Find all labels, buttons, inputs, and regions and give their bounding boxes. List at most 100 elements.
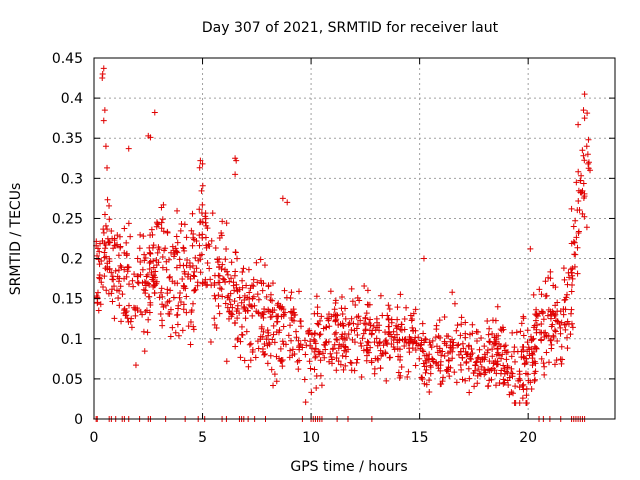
data-point [558, 343, 565, 350]
data-point [316, 351, 323, 358]
data-point [123, 273, 130, 280]
data-point [211, 321, 218, 328]
data-point [286, 354, 293, 361]
data-point [98, 279, 105, 286]
data-point [179, 327, 186, 334]
data-point [573, 234, 580, 241]
data-point [259, 345, 266, 352]
data-point [333, 336, 340, 343]
y-tick-label: 0.3 [61, 171, 83, 187]
data-point [445, 368, 452, 375]
data-point [121, 249, 128, 256]
data-point [580, 152, 587, 159]
data-point [527, 379, 534, 386]
data-point [164, 228, 171, 235]
data-point [530, 348, 537, 355]
data-point [386, 354, 393, 361]
data-point [250, 283, 257, 290]
data-point [484, 347, 491, 354]
data-point [409, 316, 416, 322]
data-point [231, 320, 238, 327]
y-tick-label: 0 [74, 412, 83, 428]
data-point [579, 147, 586, 154]
data-point [552, 317, 559, 324]
data-point [140, 328, 147, 335]
data-point [190, 323, 197, 330]
data-point [261, 351, 268, 358]
data-point [169, 324, 176, 331]
data-point [213, 325, 220, 332]
data-point [574, 244, 581, 251]
data-point [109, 298, 116, 305]
data-point [423, 381, 430, 388]
data-point [281, 287, 288, 294]
data-point [578, 189, 585, 196]
data-point [211, 272, 218, 279]
data-point [291, 312, 298, 319]
data-point [564, 281, 571, 288]
x-axis-ticks: 0 5 10 15 20 [90, 58, 537, 446]
data-point [445, 333, 452, 340]
data-point [271, 371, 278, 378]
data-point [523, 392, 530, 399]
data-point [167, 287, 174, 294]
data-point [568, 288, 575, 295]
data-point [106, 265, 113, 272]
data-point [166, 274, 173, 281]
x-tick-label: 15 [411, 430, 429, 446]
data-point [319, 350, 326, 357]
data-point [445, 357, 452, 364]
data-point [288, 289, 295, 296]
data-point [554, 338, 561, 345]
data-point [316, 317, 323, 324]
data-point [420, 330, 427, 337]
data-point [212, 295, 219, 302]
data-point [224, 304, 231, 311]
data-point [409, 324, 416, 331]
data-point [137, 308, 144, 315]
data-point [160, 304, 167, 311]
data-point [362, 321, 369, 328]
data-point [338, 305, 345, 312]
data-point [529, 336, 536, 343]
data-point [114, 241, 121, 248]
data-point [127, 318, 134, 325]
data-point [388, 316, 395, 323]
data-point [421, 363, 428, 370]
data-point [486, 377, 493, 384]
data-point [542, 278, 549, 285]
data-point [437, 334, 444, 341]
data-point [334, 337, 341, 344]
data-point [478, 335, 485, 342]
data-point [524, 327, 531, 334]
data-point [538, 355, 545, 362]
data-point [426, 377, 433, 384]
data-point [142, 279, 149, 286]
data-point [557, 324, 564, 331]
data-point [239, 331, 246, 338]
data-point [310, 336, 317, 343]
data-point [385, 302, 392, 309]
data-point [239, 268, 246, 275]
data-point [199, 201, 206, 208]
data-point [115, 252, 122, 259]
data-point [523, 385, 530, 392]
data-point [548, 311, 555, 318]
data-point [246, 296, 253, 303]
data-point [159, 264, 166, 271]
data-point [199, 182, 206, 189]
data-point [101, 273, 108, 280]
data-point [212, 244, 219, 251]
data-point [410, 328, 417, 335]
data-point [234, 302, 241, 309]
data-point [313, 372, 320, 379]
data-point [293, 334, 300, 341]
data-point [234, 287, 241, 294]
data-point [102, 222, 109, 229]
data-point [230, 282, 237, 289]
data-point [176, 294, 183, 301]
data-point [561, 276, 568, 283]
data-point [261, 341, 268, 348]
data-point [548, 336, 555, 343]
data-point [146, 281, 153, 288]
